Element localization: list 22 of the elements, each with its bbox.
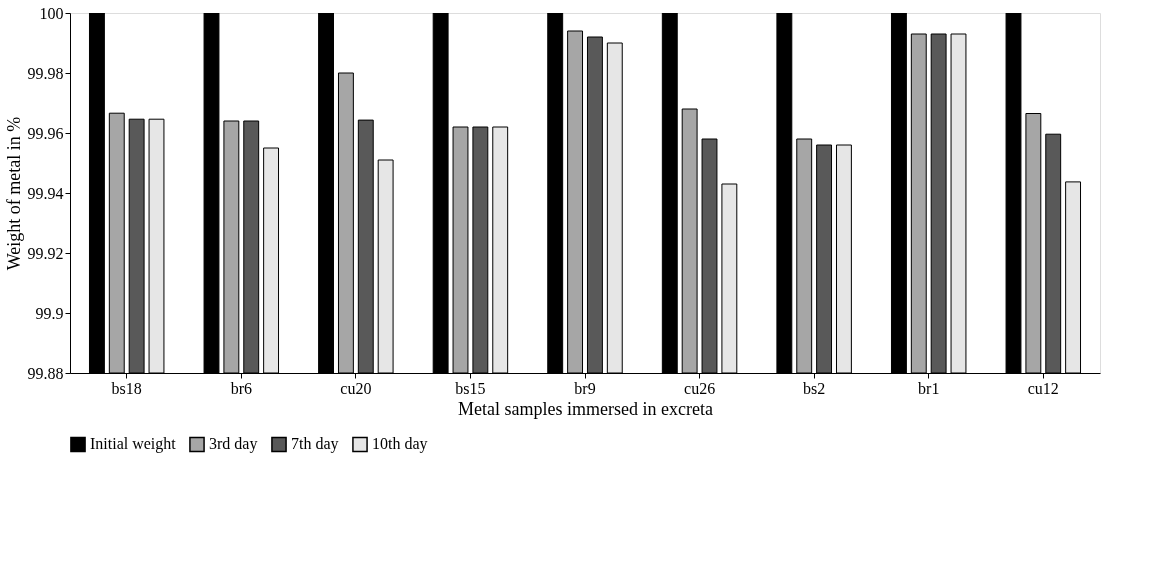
x-tick-label: bs18	[111, 379, 142, 397]
x-axis-title: Metal samples immersed in excreta	[458, 398, 713, 419]
x-tick-label: br1	[918, 379, 940, 397]
legend-label: 3rd day	[209, 435, 258, 454]
y-tick-label: 99.92	[27, 244, 64, 262]
x-tick-label: bs15	[455, 379, 486, 397]
x-tick-label: cu12	[1027, 379, 1059, 397]
legend-label: Initial weight	[90, 435, 177, 454]
legend-label: 7th day	[291, 435, 339, 454]
y-tick-label: 99.96	[27, 124, 64, 142]
y-tick-label: 100	[39, 4, 64, 22]
x-tick-label: br9	[574, 379, 596, 397]
legend-label: 10th day	[372, 435, 428, 454]
y-tick-label: 99.88	[27, 364, 64, 382]
y-tick-label: 99.94	[27, 184, 64, 202]
y-axis-title: Weight of metal in %	[3, 116, 24, 271]
x-tick-label: bs2	[803, 379, 826, 397]
y-tick-label: 99.98	[27, 64, 64, 82]
x-tick-label: cu20	[340, 379, 372, 397]
y-tick-label: 99.9	[35, 304, 64, 322]
x-tick-label: br6	[230, 379, 252, 397]
x-tick-label: cu26	[684, 379, 716, 397]
